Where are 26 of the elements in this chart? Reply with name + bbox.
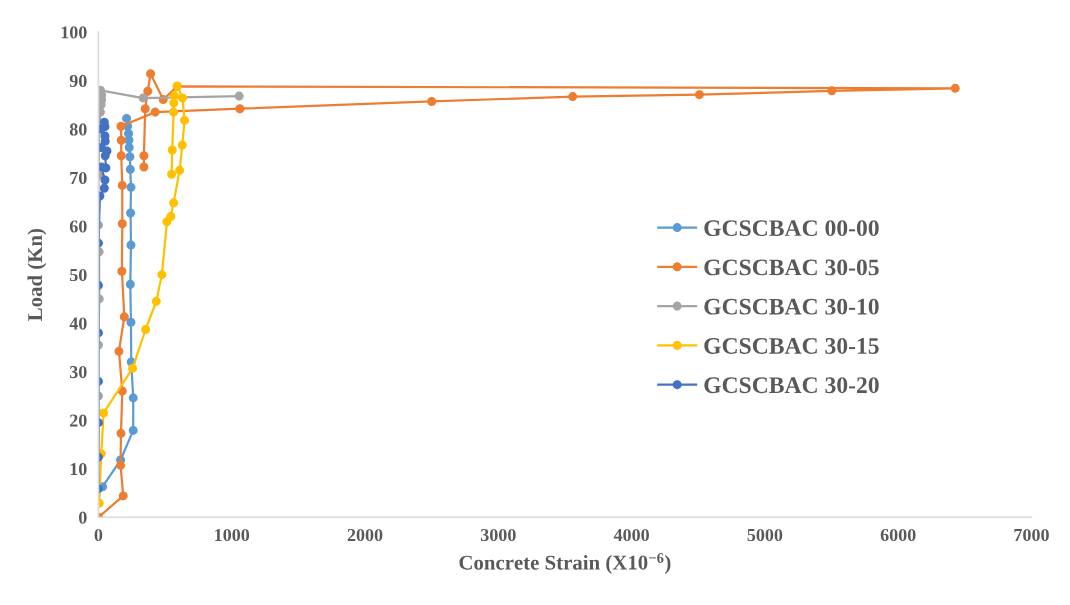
legend-label: GCSCBAC 30-05	[704, 259, 879, 276]
y-tick-label: 70	[70, 171, 87, 185]
y-tick-label: 80	[69, 123, 87, 136]
legend-label: GCSCBAC 30-15	[704, 337, 879, 354]
x-tick-label: 0	[94, 528, 103, 542]
y-tick-label: 90	[69, 74, 87, 88]
x-tick-label: 7000	[1014, 528, 1049, 542]
y-tick-label: 0	[78, 511, 87, 524]
x-tick-label: 2000	[347, 528, 383, 542]
y-tick-label: 20	[70, 414, 87, 427]
y-tick-label: 50	[70, 268, 87, 282]
legend-label: GCSCBAC 00-00	[704, 220, 879, 237]
y-tick-label: 10	[70, 463, 87, 476]
x-axis-title: Concrete Strain (X10$^{−6}$)	[459, 553, 671, 574]
x-tick-label: 4000	[613, 528, 649, 542]
x-tick-label: 5000	[747, 528, 783, 542]
y-tick-label: 40	[69, 317, 87, 330]
x-tick-label: 1000	[215, 528, 250, 542]
y-tick-label: 30	[69, 365, 87, 379]
x-tick-label: 6000	[880, 528, 916, 542]
x-tick-label: 3000	[480, 528, 516, 542]
y-tick-label: 100	[61, 26, 87, 39]
legend-label: GCSCBAC 30-10	[704, 298, 879, 315]
legend-label: GCSCBAC 30-20	[704, 377, 879, 394]
y-axis-title: Load (Kn)	[27, 228, 47, 321]
y-tick-label: 60	[69, 220, 87, 233]
